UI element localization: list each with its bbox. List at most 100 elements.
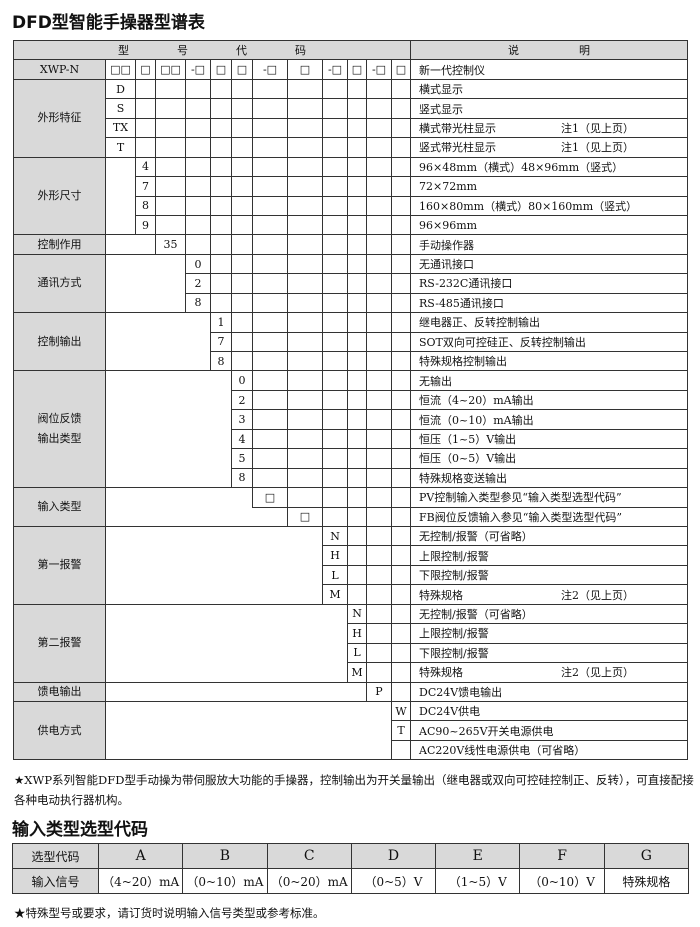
grid-cell: [366, 78, 392, 100]
option-desc-text: 竖式带光柱显示: [419, 141, 496, 155]
grid-cell: [252, 98, 288, 119]
option-desc: 无通讯接口: [410, 253, 688, 275]
option-desc: 恒压（1~5）V输出: [410, 428, 688, 450]
grid-cell: [366, 642, 392, 664]
grid-cell: [366, 409, 392, 430]
input-signal: （1~5）V: [435, 868, 521, 894]
grid-cell: [287, 389, 323, 411]
option-desc-text: 特殊规格控制输出: [419, 355, 507, 369]
grid-cell: [322, 273, 348, 294]
option-desc-text: 特殊规格: [419, 588, 463, 602]
grid-cell: [322, 234, 348, 255]
grid-cell: [391, 137, 411, 158]
grid-cell: [287, 117, 323, 139]
option-code: N: [322, 526, 348, 547]
input-code: A: [98, 843, 184, 869]
grid-cell: [391, 564, 411, 586]
header-code-cell: 型号代码: [13, 40, 411, 61]
option-desc-text: 无控制/报警（可省略）: [419, 530, 533, 544]
option-code: 7: [210, 331, 232, 353]
grid-cell: [347, 78, 367, 100]
grid-cell: [210, 117, 232, 139]
grid-cell: [287, 351, 323, 372]
option-desc-text: 恒流（4~20）mA输出: [419, 394, 534, 408]
grid-cell: [322, 487, 348, 508]
option-code: 3: [231, 409, 253, 430]
grid-cell: [231, 137, 253, 158]
model-code-slot: □□: [105, 59, 136, 80]
grid-cell: [210, 78, 232, 100]
grid-cell: [287, 195, 323, 216]
grid-cell: [287, 467, 323, 489]
grid-cell: [391, 234, 411, 255]
grid-cell: [231, 351, 253, 372]
grid-cell: [252, 467, 288, 489]
grid-cell: [231, 98, 253, 119]
grid-cell: [366, 214, 392, 236]
grid-cell: [210, 253, 232, 275]
grid-cell: [391, 253, 411, 275]
option-code: M: [347, 662, 367, 683]
grid-cell: [210, 156, 232, 178]
grid-cell: [347, 98, 367, 119]
grid-cell: [347, 370, 367, 391]
option-desc-text: 160×80mm（横式）80×160mm（竖式）: [419, 199, 638, 213]
grid-cell: [231, 273, 253, 294]
option-code: H: [347, 623, 367, 644]
group-label: 第一报警: [13, 526, 106, 605]
model-desc: 新一代控制仪: [410, 59, 688, 80]
option-code: T: [105, 137, 136, 158]
grid-cell: [155, 176, 186, 197]
option-desc: 特殊规格变送输出: [410, 467, 688, 489]
option-desc-text: 竖式显示: [419, 102, 463, 116]
model-code-slot: □: [231, 59, 253, 80]
grid-cell: [366, 467, 392, 489]
grid-cell: [231, 312, 253, 333]
grid-cell: [231, 195, 253, 216]
grid-cell: [322, 506, 348, 527]
grid-cell: [366, 506, 392, 527]
model-code-slot: □: [210, 59, 232, 80]
option-desc-text: PV控制输入类型参见“输入类型选型代码”: [419, 491, 622, 505]
group-label: 外形特征: [13, 78, 106, 158]
grid-cell: [366, 137, 392, 158]
grid-cell: [185, 234, 211, 255]
option-code: 9: [135, 214, 156, 236]
grid-cell: [366, 156, 392, 178]
option-desc-text: 无输出: [419, 374, 452, 388]
grid-cell: [391, 117, 411, 139]
grid-cell: [366, 389, 392, 411]
grid-cell: [347, 234, 367, 255]
grid-cell: [391, 273, 411, 294]
grid-cell: [252, 273, 288, 294]
option-code: T: [391, 720, 411, 741]
option-code: 4: [135, 156, 156, 178]
grid-cell: [347, 526, 367, 547]
grid-cell: [322, 370, 348, 391]
grid-cell: [391, 623, 411, 644]
grid-cell: [391, 487, 411, 508]
option-code: W: [391, 700, 411, 722]
grid-cell: [322, 389, 348, 411]
grid-cell: [287, 273, 323, 294]
grid-cell: [366, 312, 392, 333]
grid-cell: [366, 117, 392, 139]
group-label: 馈电输出: [13, 681, 106, 702]
grid-cell: [252, 370, 288, 391]
grid-cell: [252, 137, 288, 158]
grid-cell: [252, 428, 288, 450]
grid-cell: [322, 176, 348, 197]
grid-cell: [391, 662, 411, 683]
model-code-slot: □: [135, 59, 156, 80]
grid-cell: [347, 467, 367, 489]
grid-cell: [391, 176, 411, 197]
option-desc: 160×80mm（横式）80×160mm（竖式）: [410, 195, 688, 216]
input-signal: （0~10）V: [519, 868, 605, 894]
grid-cell: [366, 331, 392, 353]
grid-cell: [252, 331, 288, 353]
grid-cell: [185, 137, 211, 158]
option-desc-text: 横式显示: [419, 83, 463, 97]
input-signal: （4~20）mA: [98, 868, 184, 894]
grid-cell: [231, 176, 253, 197]
model-code-slot: -□: [366, 59, 392, 80]
